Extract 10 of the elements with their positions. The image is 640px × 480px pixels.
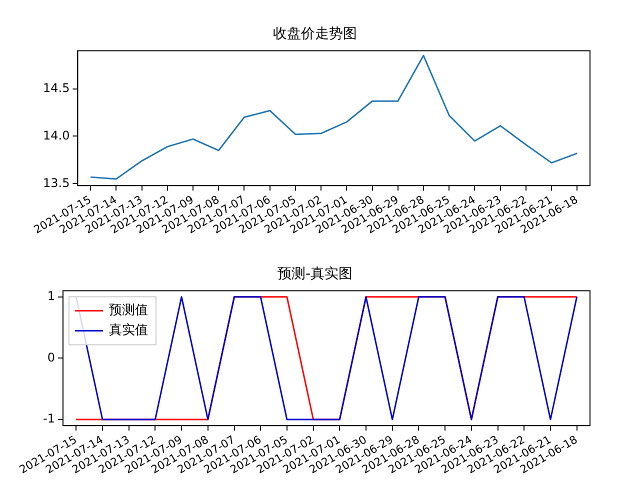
y-tick-label: 14.0 <box>43 128 70 142</box>
chart-title: 预测-真实图 <box>277 266 353 282</box>
y-tick-label: -1 <box>42 412 55 426</box>
y-tick-label: 13.5 <box>43 176 70 190</box>
y-tick-label: 0 <box>47 350 55 364</box>
legend-label: 真实值 <box>108 323 148 338</box>
y-tick-label: 14.5 <box>43 80 70 95</box>
y-tick-label: 1 <box>47 289 55 304</box>
chart-title: 收盘价走势图 <box>273 26 357 42</box>
legend-label: 预测值 <box>108 303 148 318</box>
